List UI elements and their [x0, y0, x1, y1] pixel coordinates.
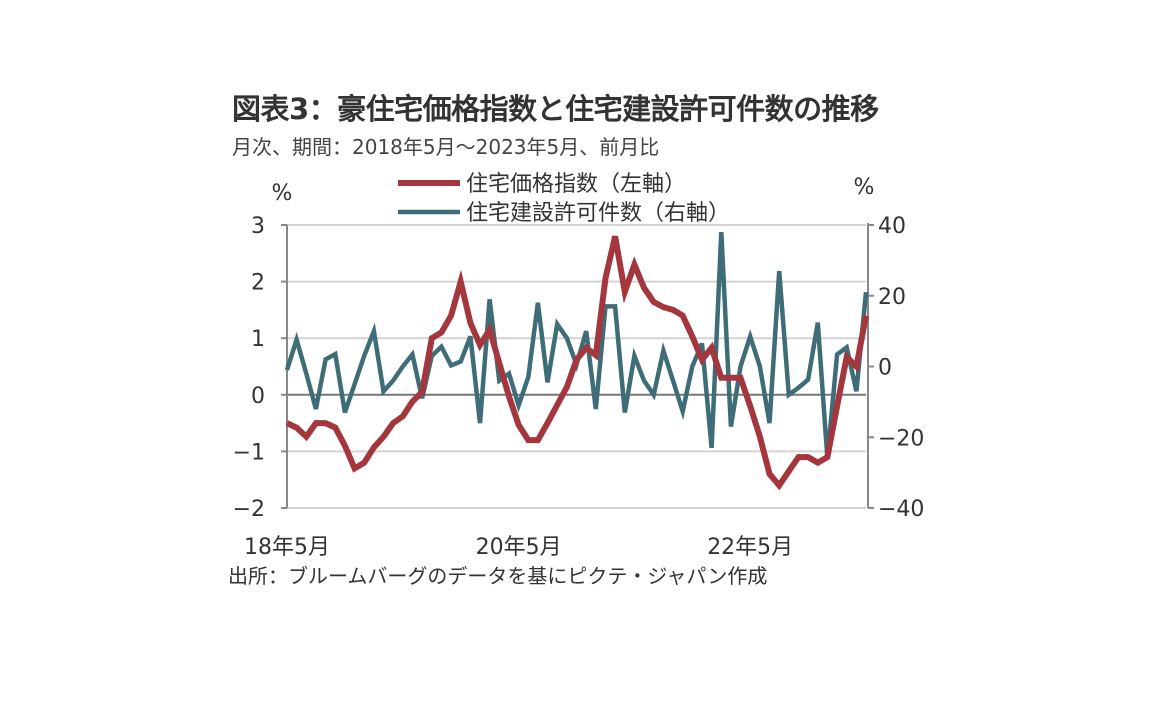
- right-tick-label: 20: [878, 285, 906, 310]
- legend: 住宅価格指数（左軸） 住宅建設許可件数（右軸）: [398, 172, 730, 226]
- left-tick-label: −2: [233, 497, 265, 522]
- x-tick-label: 18年5月: [244, 535, 330, 560]
- x-tick-label: 22年5月: [707, 535, 793, 560]
- right-tick-label: −40: [878, 497, 924, 522]
- left-tick-label: −1: [233, 440, 265, 465]
- series-lines: [284, 231, 869, 491]
- legend-label: 住宅建設許可件数（右軸）: [466, 201, 730, 226]
- left-tick-label: 3: [251, 214, 265, 239]
- right-unit-label: %: [854, 175, 875, 200]
- right-tick-label: 0: [878, 356, 892, 381]
- chart-subtitle: 月次、期間：2018年5月～2023年5月、前月比: [232, 135, 660, 159]
- left-unit-label: %: [272, 181, 293, 206]
- source-note: 出所：ブルームバーグのデータを基にピクテ・ジャパン作成: [228, 564, 768, 588]
- x-tick-label: 20年5月: [476, 535, 562, 560]
- left-tick-label: 0: [251, 384, 265, 409]
- legend-label: 住宅価格指数（左軸）: [466, 172, 686, 197]
- tick-labels: 3 2 1 0 −1 −2 40 20 0 −20 −40 18年5月 20年5月 22年5月%%: [233, 175, 925, 560]
- left-tick-label: 1: [251, 327, 265, 352]
- right-tick-label: 40: [878, 214, 906, 239]
- left-tick-label: 2: [251, 271, 265, 296]
- building-permits-line: [284, 231, 869, 459]
- chart-title: 図表3：豪住宅価格指数と住宅建設許可件数の推移: [232, 92, 879, 126]
- right-tick-label: −20: [878, 426, 924, 451]
